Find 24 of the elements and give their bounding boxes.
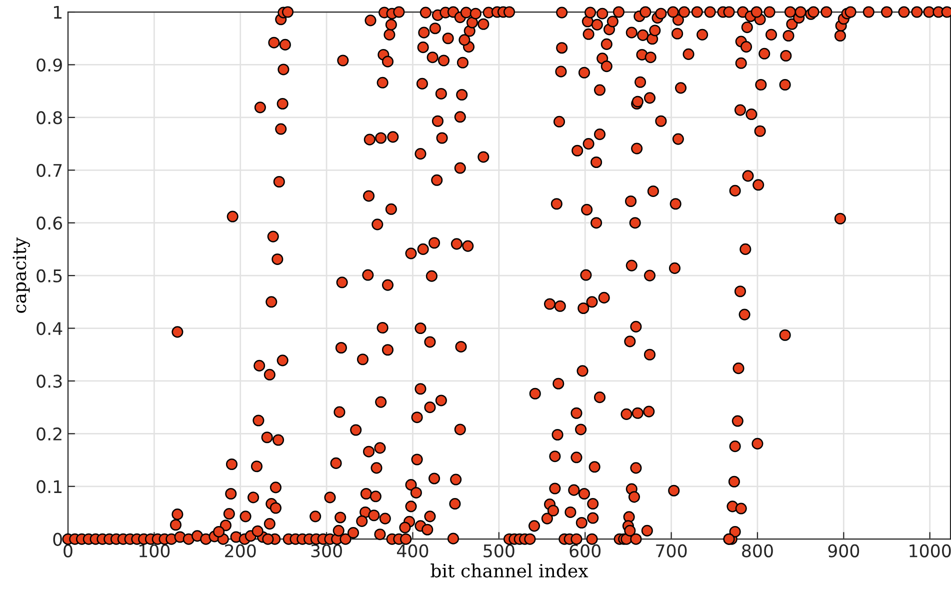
- y-axis-title: capacity: [12, 237, 30, 313]
- y-tick-label: 0.9: [36, 58, 62, 72]
- y-tick-label: 0.5: [36, 269, 62, 282]
- x-axis-title: bit channel index: [430, 564, 588, 578]
- x-tick-label: 700: [656, 544, 687, 558]
- y-tick-label: 0.7: [36, 164, 62, 177]
- x-tick-label: 100: [140, 544, 170, 558]
- x-tick-label: 1000: [910, 544, 951, 558]
- y-tick-label: 0.3: [36, 374, 62, 388]
- x-tick-label: 900: [828, 544, 860, 558]
- y-tick-label: 0.1: [36, 480, 62, 494]
- y-tick-label: 0.8: [36, 111, 62, 124]
- x-tick-label: 500: [484, 544, 514, 558]
- y-tick-label: 0.6: [36, 216, 62, 230]
- y-tick-label: 1: [54, 6, 62, 19]
- x-tick-label: 800: [742, 544, 773, 558]
- x-tick-label: 400: [397, 544, 428, 558]
- x-tick-label: 0: [64, 544, 72, 558]
- y-tick-label: 0.2: [36, 427, 62, 441]
- y-tick-label: 0: [53, 532, 62, 546]
- x-tick-label: 200: [225, 544, 256, 558]
- x-tick-label: 600: [570, 544, 601, 558]
- x-tick-label: 300: [311, 544, 342, 558]
- y-tick-label: 0.4: [36, 322, 62, 336]
